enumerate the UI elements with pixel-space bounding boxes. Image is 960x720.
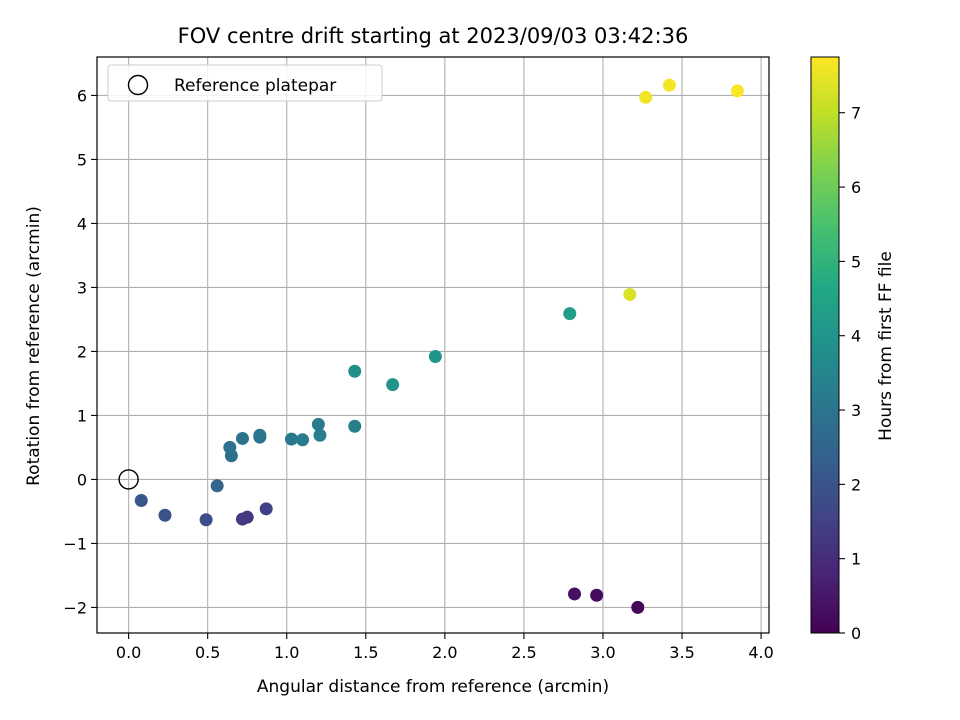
data-point — [386, 378, 400, 392]
data-point — [313, 428, 327, 442]
data-point — [235, 431, 249, 445]
legend: Reference platepar — [107, 64, 383, 102]
y-tick-label: 6 — [77, 86, 87, 105]
data-point — [311, 417, 325, 431]
x-tick-label: 2.5 — [511, 643, 536, 662]
data-point — [348, 419, 362, 433]
data-points — [118, 78, 744, 614]
legend-box — [107, 64, 383, 102]
y-tick-label: 5 — [77, 150, 87, 169]
colorbar-tick-label: 0 — [851, 624, 861, 643]
y-tick-label: −2 — [63, 598, 87, 617]
y-tick-label: 2 — [77, 342, 87, 361]
colorbar-ticks: 0 1 2 3 4 5 6 7 — [839, 104, 861, 643]
y-ticks: −2 −1 0 1 2 3 4 5 6 — [63, 86, 97, 617]
data-point — [631, 600, 645, 614]
x-tick-label: 0.0 — [116, 643, 141, 662]
colorbar-tick-label: 6 — [851, 178, 861, 197]
x-tick-label: 3.0 — [590, 643, 615, 662]
data-point — [210, 479, 224, 493]
data-point — [199, 513, 213, 527]
y-axis-label: Rotation from reference (arcmin) — [24, 206, 44, 486]
x-tick-label: 0.5 — [195, 643, 220, 662]
y-tick-label: 3 — [77, 278, 87, 297]
data-point — [639, 90, 653, 104]
x-tick-label: 4.0 — [748, 643, 773, 662]
data-point — [296, 433, 310, 447]
data-point — [134, 494, 148, 508]
y-tick-label: −1 — [63, 534, 87, 553]
grid-lines — [97, 57, 769, 633]
data-point — [730, 84, 744, 98]
data-point — [158, 508, 172, 522]
colorbar-tick-label: 4 — [851, 327, 861, 346]
data-point — [563, 307, 577, 321]
x-tick-label: 2.0 — [432, 643, 457, 662]
chart-title: FOV centre drift starting at 2023/09/03 … — [178, 24, 689, 48]
data-point — [253, 428, 267, 442]
colorbar-label: Hours from first FF file — [876, 251, 896, 441]
colorbar-tick-label: 1 — [851, 550, 861, 569]
colorbar-tick-label: 7 — [851, 104, 861, 123]
data-point — [568, 587, 582, 601]
x-tick-label: 1.5 — [353, 643, 378, 662]
x-tick-label: 1.0 — [274, 643, 299, 662]
data-point — [428, 350, 442, 364]
data-point — [235, 512, 249, 526]
data-point — [284, 432, 298, 446]
y-tick-label: 0 — [77, 470, 87, 489]
colorbar — [810, 56, 840, 634]
data-point — [623, 287, 637, 301]
y-tick-label: 4 — [77, 214, 87, 233]
y-tick-label: 1 — [77, 406, 87, 425]
data-point — [259, 502, 273, 516]
reference-platepar-marker — [118, 469, 139, 490]
colorbar-tick-label: 3 — [851, 401, 861, 420]
data-point — [590, 588, 604, 602]
data-point — [348, 364, 362, 378]
legend-marker-reference — [127, 74, 149, 96]
colorbar-tick-label: 5 — [851, 252, 861, 271]
x-ticks: 0.0 0.5 1.0 1.5 2.0 2.5 3.0 3.5 4.0 — [116, 633, 774, 662]
data-point — [662, 78, 676, 92]
x-tick-label: 3.5 — [669, 643, 694, 662]
plot-frame — [96, 56, 770, 634]
legend-label-reference: Reference platepar — [174, 76, 336, 96]
x-axis-label: Angular distance from reference (arcmin) — [257, 677, 609, 697]
colorbar-tick-label: 2 — [851, 475, 861, 494]
data-point — [223, 440, 237, 454]
